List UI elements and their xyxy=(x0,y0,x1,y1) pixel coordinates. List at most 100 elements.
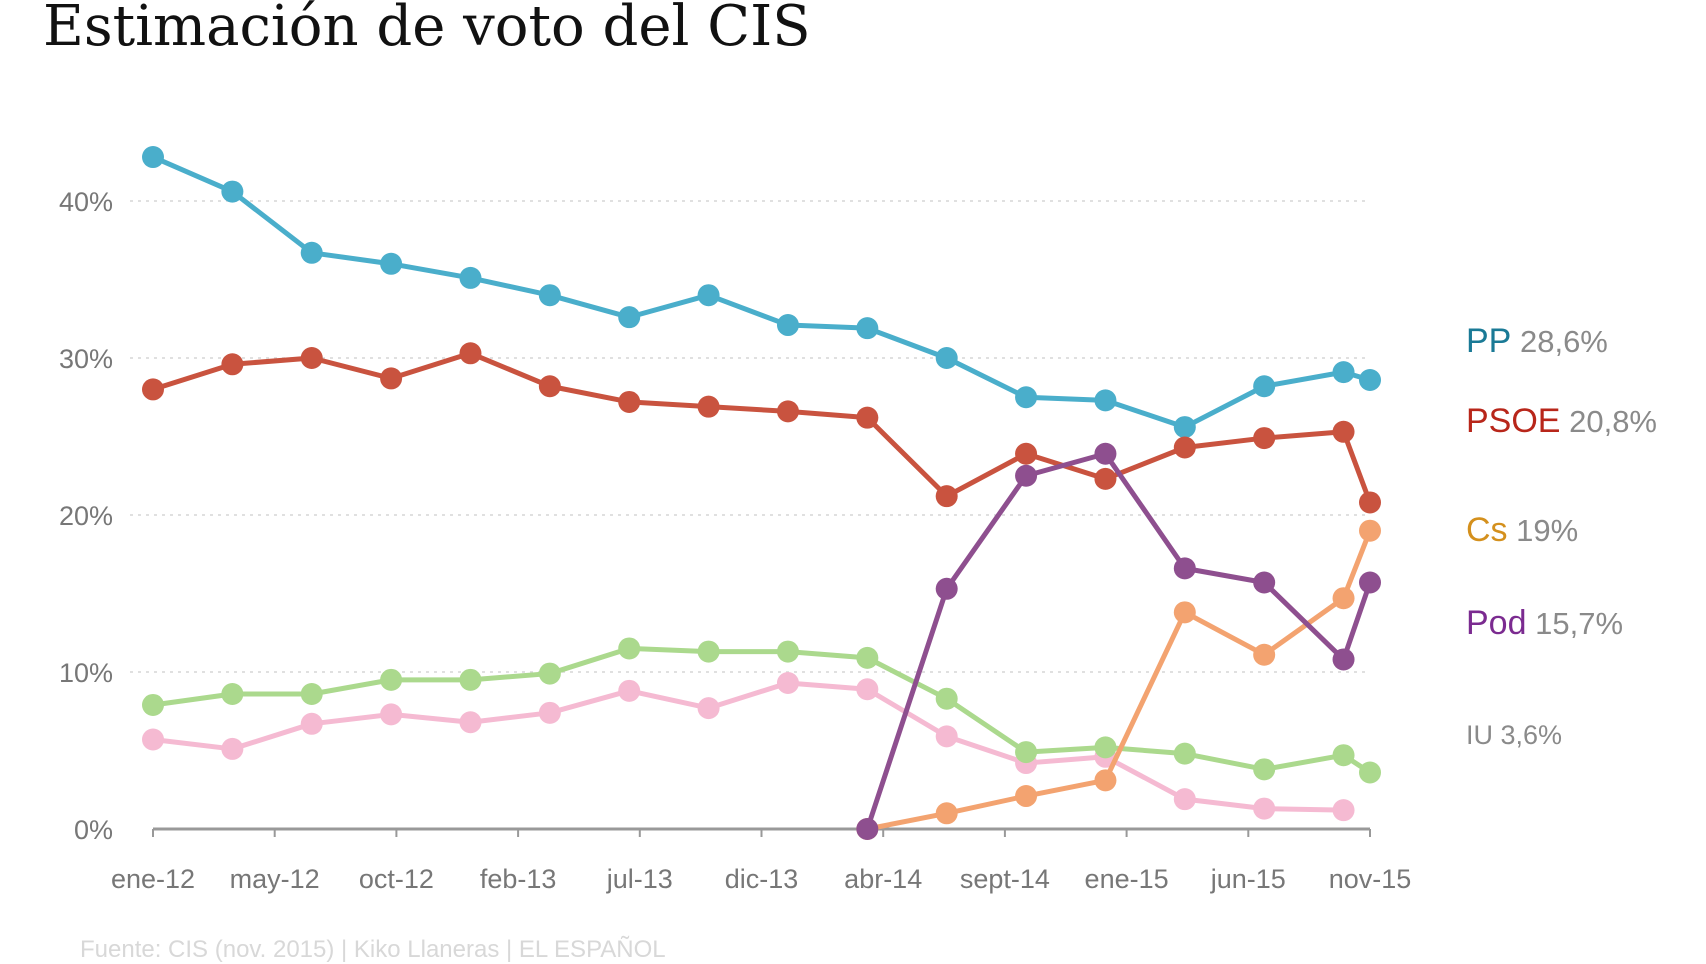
y-tick-label: 30% xyxy=(59,344,113,374)
data-point xyxy=(1173,742,1196,765)
data-point xyxy=(221,737,244,760)
data-point xyxy=(1332,587,1355,610)
data-point xyxy=(1332,648,1355,671)
data-point xyxy=(459,342,482,365)
series-value: 19% xyxy=(1507,513,1579,548)
data-point xyxy=(300,712,323,735)
data-point xyxy=(1094,467,1117,490)
data-point xyxy=(935,577,958,600)
data-point xyxy=(856,818,879,840)
data-point xyxy=(538,375,561,398)
data-point xyxy=(697,640,720,663)
data-point xyxy=(935,725,958,748)
data-point xyxy=(1359,519,1381,542)
data-point xyxy=(300,347,323,369)
series-name: Cs xyxy=(1466,511,1508,549)
data-point xyxy=(1332,361,1355,384)
source-note: Fuente: CIS (nov. 2015) | Kiko Llaneras … xyxy=(80,936,666,963)
data-point xyxy=(1253,643,1276,666)
data-point xyxy=(697,395,720,418)
data-point xyxy=(1094,736,1117,759)
data-point xyxy=(1173,416,1196,439)
data-point xyxy=(380,703,403,726)
data-point xyxy=(1253,758,1276,781)
data-point xyxy=(142,378,164,401)
data-point xyxy=(1359,761,1381,784)
data-point xyxy=(856,678,879,701)
data-point xyxy=(1015,464,1038,487)
data-point xyxy=(1173,788,1196,811)
data-point xyxy=(380,367,403,390)
data-point xyxy=(1253,427,1276,450)
x-tick-label: ene-12 xyxy=(111,864,195,894)
x-tick-label: may-12 xyxy=(230,864,320,894)
data-point xyxy=(380,668,403,691)
series-name: PSOE xyxy=(1466,402,1561,440)
data-point xyxy=(1253,375,1276,398)
end-label-cs: Cs 19% xyxy=(1466,511,1578,550)
data-point xyxy=(300,241,323,264)
data-point xyxy=(1094,442,1117,465)
series-name: IU xyxy=(1466,720,1493,750)
x-tick-label: jun-15 xyxy=(1210,864,1286,894)
data-point xyxy=(538,284,561,307)
end-label-psoe: PSOE 20,8% xyxy=(1466,402,1657,441)
data-point xyxy=(776,400,799,423)
series-line-pp xyxy=(152,154,1371,430)
data-point xyxy=(697,697,720,720)
data-point xyxy=(697,284,720,307)
data-point xyxy=(776,314,799,337)
data-point xyxy=(1359,368,1381,391)
data-point xyxy=(1173,436,1196,459)
x-tick-label: dic-13 xyxy=(725,864,799,894)
data-point xyxy=(935,347,958,369)
data-point xyxy=(1173,601,1196,624)
y-tick-label: 10% xyxy=(59,658,113,688)
data-point xyxy=(1015,785,1038,808)
data-point xyxy=(538,662,561,685)
data-point xyxy=(856,406,879,429)
data-point xyxy=(1332,799,1355,822)
x-tick-label: jul-13 xyxy=(606,864,673,894)
data-point xyxy=(776,671,799,694)
data-point xyxy=(1332,744,1355,767)
data-point xyxy=(856,646,879,669)
data-point xyxy=(142,146,164,169)
data-point xyxy=(1015,442,1038,465)
data-point xyxy=(1253,797,1276,820)
series-name: PP xyxy=(1466,322,1512,360)
end-label-pod: Pod 15,7% xyxy=(1466,604,1623,643)
series-value: 3,6% xyxy=(1493,720,1563,750)
data-point xyxy=(1015,386,1038,409)
data-point xyxy=(618,679,641,702)
series-value: 15,7% xyxy=(1526,606,1624,641)
x-tick-label: sept-14 xyxy=(960,864,1050,894)
data-point xyxy=(300,682,323,705)
data-point xyxy=(1253,571,1276,594)
data-point xyxy=(935,485,958,508)
x-tick-label: abr-14 xyxy=(844,864,922,894)
y-tick-label: 0% xyxy=(74,815,113,845)
end-label-pp: PP 28,6% xyxy=(1466,322,1608,361)
data-point xyxy=(380,252,403,275)
x-tick-label: ene-15 xyxy=(1085,864,1169,894)
end-label-iu: IU 3,6% xyxy=(1466,720,1562,751)
series-line-pod xyxy=(864,451,1373,830)
data-point xyxy=(459,668,482,691)
y-tick-label: 40% xyxy=(59,187,113,217)
series-value: 28,6% xyxy=(1511,324,1608,359)
series-line-cs xyxy=(866,529,1373,832)
chart-title: Estimación de voto del CIS xyxy=(43,0,811,59)
series-name: Pod xyxy=(1466,604,1527,642)
x-tick-label: oct-12 xyxy=(359,864,434,894)
data-point xyxy=(776,640,799,663)
data-point xyxy=(142,693,164,716)
data-point xyxy=(1359,571,1381,594)
data-point xyxy=(618,390,641,413)
data-point xyxy=(459,266,482,289)
data-point xyxy=(1332,420,1355,443)
y-tick-label: 20% xyxy=(59,501,113,531)
x-tick-label: nov-15 xyxy=(1329,864,1412,894)
data-point xyxy=(1094,389,1117,412)
